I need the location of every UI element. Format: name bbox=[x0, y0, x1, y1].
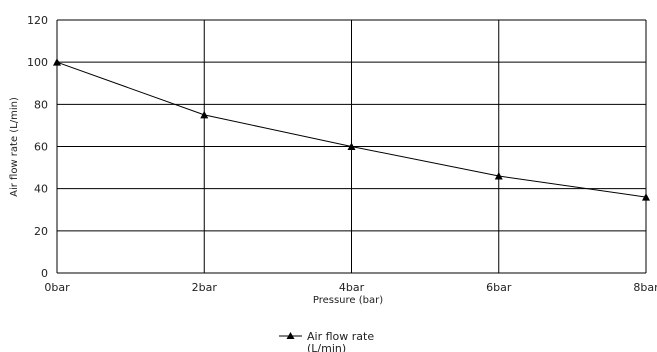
y-tick-label: 60 bbox=[34, 141, 48, 154]
y-tick-label: 0 bbox=[41, 267, 48, 280]
legend-label: Air flow rate bbox=[307, 330, 374, 343]
y-tick-labels: 0 20 40 60 80 100 120 bbox=[27, 14, 48, 280]
x-tick-label: 4bar bbox=[339, 281, 365, 294]
x-tick-label: 6bar bbox=[486, 281, 512, 294]
y-tick-label: 40 bbox=[34, 183, 48, 196]
data-point-marker bbox=[200, 110, 209, 119]
y-tick-label: 20 bbox=[34, 225, 48, 238]
data-point-marker bbox=[494, 172, 503, 180]
legend: Air flow rate (L/min) bbox=[279, 330, 374, 352]
series-air-flow-rate bbox=[53, 58, 650, 201]
y-axis-label: Air flow rate (L/min) bbox=[9, 97, 20, 197]
x-tick-labels: 0bar 2bar 4bar 6bar 8bar bbox=[44, 281, 657, 294]
y-tick-label: 120 bbox=[27, 14, 48, 27]
y-tick-label: 100 bbox=[27, 56, 48, 69]
x-tick-label: 0bar bbox=[44, 281, 70, 294]
legend-label-unit: (L/min) bbox=[307, 342, 346, 352]
y-tick-label: 80 bbox=[34, 98, 48, 111]
legend-marker bbox=[286, 332, 295, 339]
x-tick-label: 2bar bbox=[192, 281, 218, 294]
grid bbox=[56, 19, 647, 274]
data-point-marker bbox=[347, 142, 356, 150]
data-point-marker bbox=[642, 193, 650, 201]
x-axis-label: Pressure (bar) bbox=[313, 295, 383, 306]
x-tick-label: 8bar bbox=[633, 281, 657, 294]
data-point-marker bbox=[53, 58, 61, 66]
